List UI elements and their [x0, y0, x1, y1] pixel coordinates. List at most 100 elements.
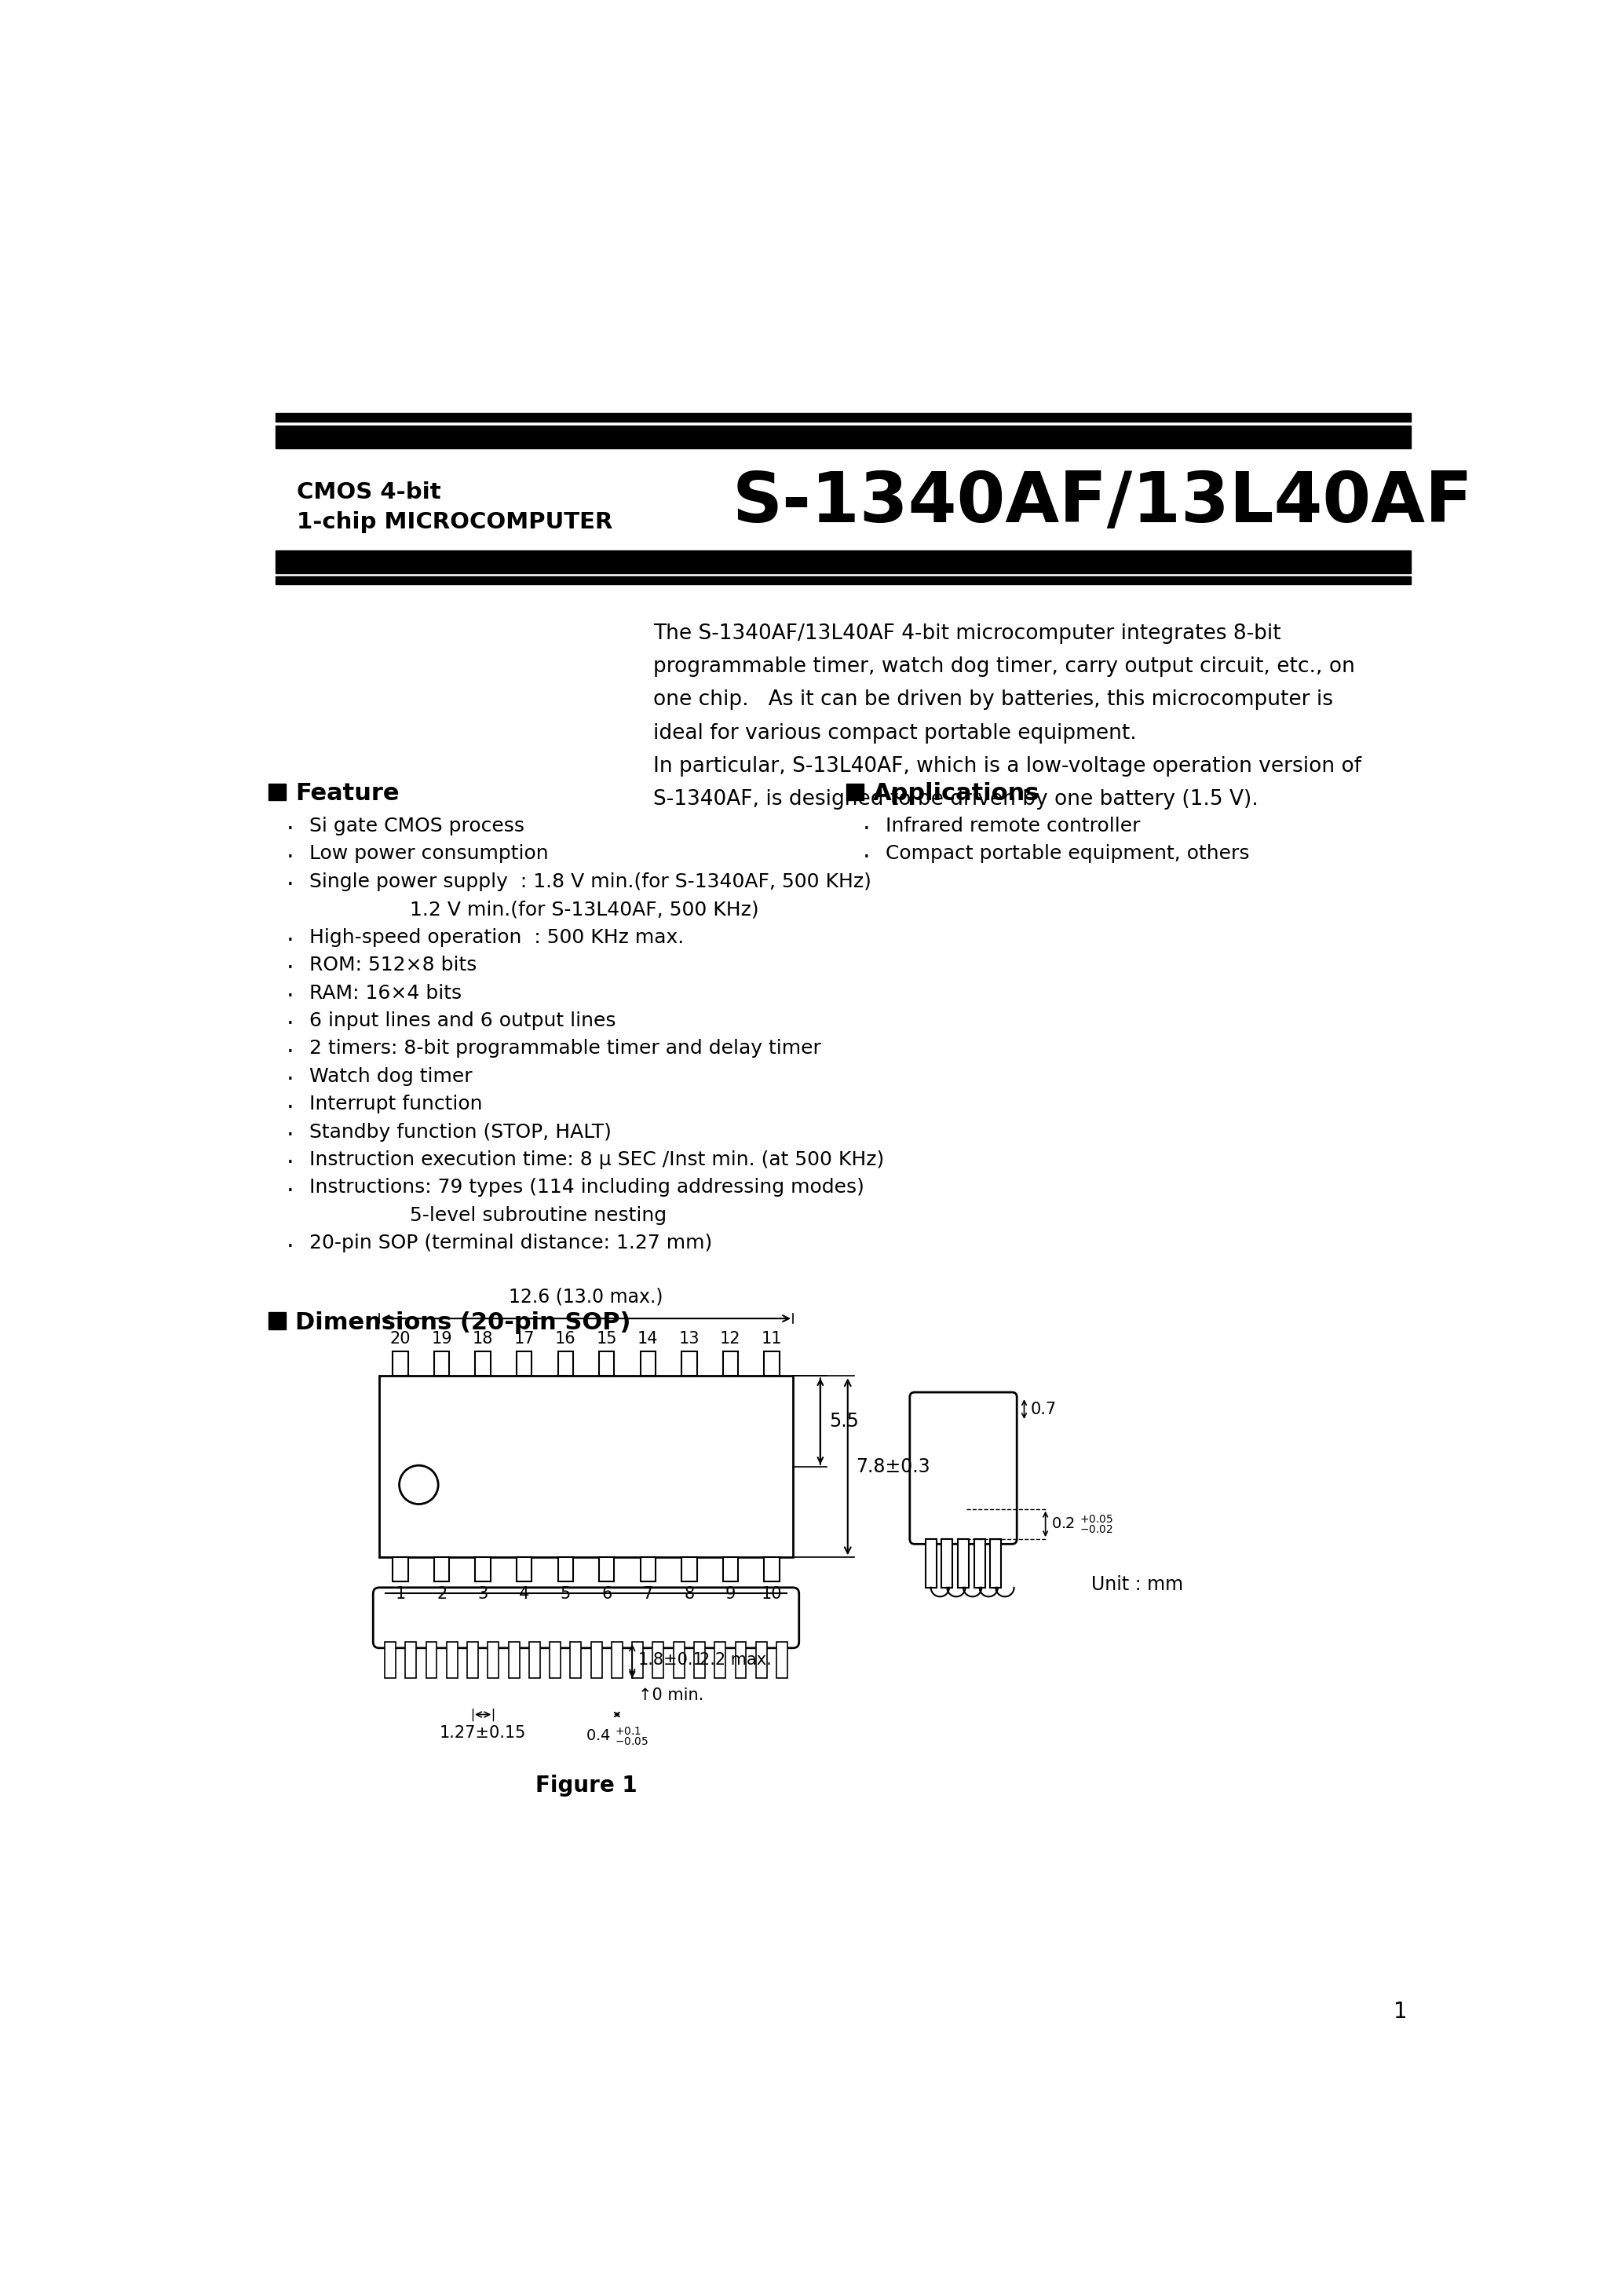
Text: one chip.   As it can be driven by batteries, this microcomputer is: one chip. As it can be driven by batteri… — [654, 689, 1333, 709]
Text: 6 input lines and 6 output lines: 6 input lines and 6 output lines — [310, 1010, 616, 1031]
Text: RAM: 16×4 bits: RAM: 16×4 bits — [310, 983, 462, 1003]
Bar — [446, 1642, 457, 1678]
Text: ·: · — [287, 1040, 294, 1063]
Text: 20-pin SOP (terminal distance: 1.27 mm): 20-pin SOP (terminal distance: 1.27 mm) — [310, 1233, 712, 1254]
Text: Compact portable equipment, others: Compact portable equipment, others — [886, 845, 1249, 863]
Bar — [756, 1642, 767, 1678]
Bar — [959, 1538, 968, 1587]
Text: ·: · — [287, 957, 294, 980]
Bar — [723, 1352, 738, 1375]
Text: Infrared remote controller: Infrared remote controller — [886, 817, 1140, 836]
Text: ·: · — [287, 1180, 294, 1203]
Text: 1: 1 — [396, 1587, 406, 1603]
Bar — [529, 1642, 540, 1678]
Text: ROM: 512×8 bits: ROM: 512×8 bits — [310, 955, 477, 974]
Bar — [641, 1352, 655, 1375]
Text: Instructions: 79 types (114 including addressing modes): Instructions: 79 types (114 including ad… — [310, 1178, 865, 1196]
Text: 3: 3 — [478, 1587, 488, 1603]
Text: ·: · — [287, 1125, 294, 1148]
Bar — [516, 1557, 532, 1582]
Text: 7.8±0.3: 7.8±0.3 — [856, 1458, 931, 1476]
Bar — [673, 1642, 684, 1678]
Text: Interrupt function: Interrupt function — [310, 1095, 482, 1114]
Text: 7: 7 — [642, 1587, 654, 1603]
Text: 15: 15 — [597, 1332, 616, 1348]
Bar — [276, 413, 1411, 422]
Text: 5.5: 5.5 — [829, 1412, 858, 1430]
Text: Feature: Feature — [295, 783, 399, 806]
Bar — [723, 1557, 738, 1582]
Bar — [276, 576, 1411, 583]
Bar — [467, 1642, 478, 1678]
Text: Low power consumption: Low power consumption — [310, 845, 548, 863]
Bar — [475, 1557, 490, 1582]
Bar — [926, 1538, 936, 1587]
Text: ·: · — [287, 817, 294, 840]
Bar — [847, 783, 863, 801]
Text: ·: · — [287, 1097, 294, 1120]
Bar — [735, 1642, 746, 1678]
Bar — [488, 1642, 498, 1678]
Text: 14: 14 — [637, 1332, 659, 1348]
Bar — [427, 1642, 436, 1678]
Bar — [435, 1352, 449, 1375]
Text: High-speed operation  : 500 KHz max.: High-speed operation : 500 KHz max. — [310, 928, 684, 946]
Bar — [571, 1642, 581, 1678]
Text: Watch dog timer: Watch dog timer — [310, 1068, 472, 1086]
Text: ·: · — [287, 985, 294, 1008]
Text: ↑0 min.: ↑0 min. — [639, 1688, 704, 1704]
Bar — [764, 1557, 779, 1582]
Text: 17: 17 — [514, 1332, 535, 1348]
Text: 5-level subroutine nesting: 5-level subroutine nesting — [410, 1205, 667, 1224]
Bar — [276, 425, 1411, 448]
Text: ·: · — [287, 1068, 294, 1091]
Text: Standby function (STOP, HALT): Standby function (STOP, HALT) — [310, 1123, 611, 1141]
Text: ·: · — [287, 847, 294, 870]
Text: Applications: Applications — [873, 783, 1040, 806]
Bar — [681, 1352, 697, 1375]
Bar — [681, 1557, 697, 1582]
Text: S-1340AF, is designed to be driven by one battery (1.5 V).: S-1340AF, is designed to be driven by on… — [654, 790, 1259, 810]
Text: 5: 5 — [560, 1587, 571, 1603]
Text: ·: · — [287, 930, 294, 953]
Text: ideal for various compact portable equipment.: ideal for various compact portable equip… — [654, 723, 1137, 744]
Text: ·: · — [287, 1235, 294, 1258]
Bar — [777, 1642, 787, 1678]
Text: 11: 11 — [761, 1332, 782, 1348]
Text: 6: 6 — [602, 1587, 611, 1603]
Text: 2 timers: 8-bit programmable timer and delay timer: 2 timers: 8-bit programmable timer and d… — [310, 1040, 821, 1058]
Text: 19: 19 — [431, 1332, 453, 1348]
Bar — [384, 1642, 396, 1678]
Text: 4: 4 — [519, 1587, 529, 1603]
Text: The S-1340AF/13L40AF 4-bit microcomputer integrates 8-bit: The S-1340AF/13L40AF 4-bit microcomputer… — [654, 622, 1281, 643]
Bar — [475, 1352, 490, 1375]
Text: 13: 13 — [678, 1332, 699, 1348]
Text: CMOS 4-bit: CMOS 4-bit — [297, 482, 441, 503]
Bar — [435, 1557, 449, 1582]
Text: S-1340AF/13L40AF: S-1340AF/13L40AF — [732, 468, 1473, 537]
Text: Dimensions (20-pin SOP): Dimensions (20-pin SOP) — [295, 1311, 631, 1334]
Bar — [393, 1557, 409, 1582]
Text: 0.4 $^{+0.1}_{-0.05}$: 0.4 $^{+0.1}_{-0.05}$ — [586, 1724, 649, 1747]
Bar — [633, 1642, 642, 1678]
Bar — [599, 1352, 615, 1375]
Text: 1.27±0.15: 1.27±0.15 — [440, 1724, 526, 1740]
Text: ·: · — [863, 817, 871, 840]
Text: 2: 2 — [436, 1587, 448, 1603]
Bar — [269, 783, 285, 801]
Text: Single power supply  : 1.8 V min.(for S-1340AF, 500 KHz): Single power supply : 1.8 V min.(for S-1… — [310, 872, 871, 891]
Text: ·: · — [863, 847, 871, 870]
Text: ·: · — [287, 1013, 294, 1035]
Bar — [942, 1538, 952, 1587]
Bar — [516, 1352, 532, 1375]
Bar — [508, 1642, 519, 1678]
Bar — [558, 1557, 573, 1582]
Text: 0.7: 0.7 — [1030, 1401, 1056, 1417]
Bar — [406, 1642, 417, 1678]
Text: 0.2 $^{+0.05}_{-0.02}$: 0.2 $^{+0.05}_{-0.02}$ — [1051, 1513, 1113, 1534]
Text: Instruction execution time: 8 μ SEC /Inst min. (at 500 KHz): Instruction execution time: 8 μ SEC /Ins… — [310, 1150, 884, 1169]
Text: ·: · — [287, 1153, 294, 1176]
Bar — [694, 1642, 706, 1678]
Bar — [991, 1538, 1001, 1587]
Text: 1.8±0.1: 1.8±0.1 — [639, 1653, 704, 1667]
